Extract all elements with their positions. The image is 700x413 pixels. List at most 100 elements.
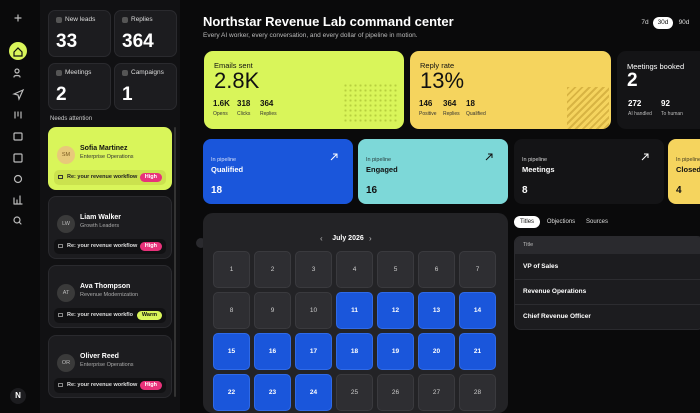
logo: N <box>15 391 21 400</box>
lead-company: Revenue Modernization <box>80 292 139 298</box>
dot-pattern <box>343 83 398 123</box>
period-toggle[interactable]: 90d <box>678 19 690 26</box>
avatar: OR <box>57 354 75 372</box>
day-cell[interactable]: 16 <box>254 333 291 370</box>
stat-label: Replies <box>131 16 153 23</box>
add-icon[interactable] <box>14 14 22 22</box>
stat-card: Campaigns 1 <box>114 63 177 110</box>
metric-label: Positive <box>419 111 437 117</box>
avatar: LW <box>57 215 75 233</box>
day-cell[interactable]: 28 <box>459 374 496 411</box>
row-divider <box>515 279 700 280</box>
day-cell[interactable]: 10 <box>295 292 332 329</box>
table-panel: Title VP of Sales Revenue Operations Chief … <box>514 236 700 330</box>
day-cell[interactable]: 18 <box>336 333 373 370</box>
stat-icon <box>122 70 128 76</box>
period-toggle[interactable]: 30d <box>653 17 673 29</box>
tab[interactable]: Objections <box>546 219 576 225</box>
subject: Re: your revenue workflow <box>67 243 138 249</box>
pipeline-card[interactable]: In pipeline Closed 4 <box>668 139 700 204</box>
calendar-icon[interactable] <box>13 153 23 163</box>
send-icon[interactable] <box>12 88 25 101</box>
day-cell[interactable]: 2 <box>254 251 291 288</box>
metric-value: 1.6K <box>213 99 230 108</box>
lead-name: Oliver Reed <box>80 353 119 360</box>
metric-value: 272 <box>628 99 642 108</box>
period-toggle[interactable]: 7d <box>641 19 649 26</box>
day-cell[interactable]: 22 <box>213 374 250 411</box>
pipeline-caption: In pipeline <box>366 157 392 163</box>
open-icon <box>641 153 649 161</box>
day-cell[interactable]: 26 <box>377 374 414 411</box>
page-title: Northstar Revenue Lab command center <box>203 14 454 29</box>
prev-month[interactable]: ‹ <box>320 234 323 243</box>
day-cell[interactable]: 7 <box>459 251 496 288</box>
day-cell[interactable]: 11 <box>336 292 373 329</box>
people-icon[interactable] <box>14 68 20 74</box>
metric-label: Replies <box>260 111 277 117</box>
lead-card[interactable]: AT Ava Thompson Revenue Modernization Re: y… <box>48 265 172 328</box>
kpi-label: Meetings booked <box>627 62 685 71</box>
collapse-button[interactable] <box>196 238 206 248</box>
day-cell[interactable]: 1 <box>213 251 250 288</box>
scrollbar <box>174 127 176 397</box>
day-cell[interactable]: 27 <box>418 374 455 411</box>
search-icon[interactable] <box>13 216 21 224</box>
day-cell[interactable]: 14 <box>459 292 496 329</box>
day-cell[interactable]: 12 <box>377 292 414 329</box>
pipeline-card[interactable]: In pipeline Meetings 8 <box>514 139 664 204</box>
open-icon <box>330 153 338 161</box>
day-cell[interactable]: 6 <box>418 251 455 288</box>
day-cell[interactable]: 3 <box>295 251 332 288</box>
lead-name: Sofia Martinez <box>80 145 128 152</box>
subject-bar: Re: your revenue workflow High <box>54 239 166 254</box>
next-month[interactable]: › <box>369 234 372 243</box>
pipeline-icon[interactable] <box>14 111 22 119</box>
lead-name: Liam Walker <box>80 214 121 221</box>
kpi-card: Reply rate 13% 146 Positive 364 Replies 18 Qual… <box>410 51 611 129</box>
metric-label: To human <box>661 111 683 117</box>
day-cell[interactable]: 8 <box>213 292 250 329</box>
day-cell[interactable]: 24 <box>295 374 332 411</box>
stat-label: Meetings <box>65 69 92 76</box>
pipeline-card[interactable]: In pipeline Engaged 16 <box>358 139 508 204</box>
metric-value: 92 <box>661 99 670 108</box>
home-button[interactable] <box>9 42 27 60</box>
day-cell[interactable]: 23 <box>254 374 291 411</box>
day-cell[interactable]: 4 <box>336 251 373 288</box>
pipeline-card[interactable]: In pipeline Qualified 18 <box>203 139 353 204</box>
day-cell[interactable]: 15 <box>213 333 250 370</box>
stat-value: 1 <box>122 84 133 105</box>
day-cell[interactable]: 17 <box>295 333 332 370</box>
day-cell[interactable]: 19 <box>377 333 414 370</box>
metric-value: 364 <box>443 99 457 108</box>
day-cell[interactable]: 9 <box>254 292 291 329</box>
stat-value: 33 <box>56 31 78 52</box>
pipeline-caption: In pipeline <box>211 157 237 163</box>
subject-bar: Re: your revenue workflow High <box>54 378 166 393</box>
day-cell[interactable]: 13 <box>418 292 455 329</box>
priority-pill: High <box>139 173 162 182</box>
table-row: VP of Sales <box>523 263 559 270</box>
stat-icon <box>122 17 128 23</box>
day-cell[interactable]: 20 <box>418 333 455 370</box>
day-cell[interactable]: 5 <box>377 251 414 288</box>
chat-icon[interactable] <box>13 132 23 141</box>
tab[interactable]: Sources <box>585 219 608 225</box>
day-cell[interactable]: 25 <box>336 374 373 411</box>
day-cell[interactable]: 21 <box>459 333 496 370</box>
chart-icon[interactable] <box>13 195 23 205</box>
calendar-panel: July 2026 ‹ › 1 2 3 4 5 6 7 8 9 10 11 12 13 14 15 16 17 18 19… <box>203 213 508 413</box>
lead-card[interactable]: SM Sofia Martinez Enterprise Operations Re:… <box>48 127 172 190</box>
bot-icon[interactable] <box>13 174 23 184</box>
open-icon <box>485 153 493 161</box>
lead-card[interactable]: OR Oliver Reed Enterprise Operations Re: yo… <box>48 335 172 398</box>
row-divider <box>515 304 700 305</box>
lead-card[interactable]: LW Liam Walker Growth Leaders Re: your reve… <box>48 196 172 259</box>
pipeline-stage: Qualified <box>211 165 244 174</box>
stat-value: 364 <box>122 31 154 52</box>
kpi-value: 13% <box>420 68 465 93</box>
metric-value: 364 <box>260 99 274 108</box>
table-row: Chief Revenue Officer <box>523 313 591 320</box>
tab[interactable]: Titles <box>514 216 540 228</box>
